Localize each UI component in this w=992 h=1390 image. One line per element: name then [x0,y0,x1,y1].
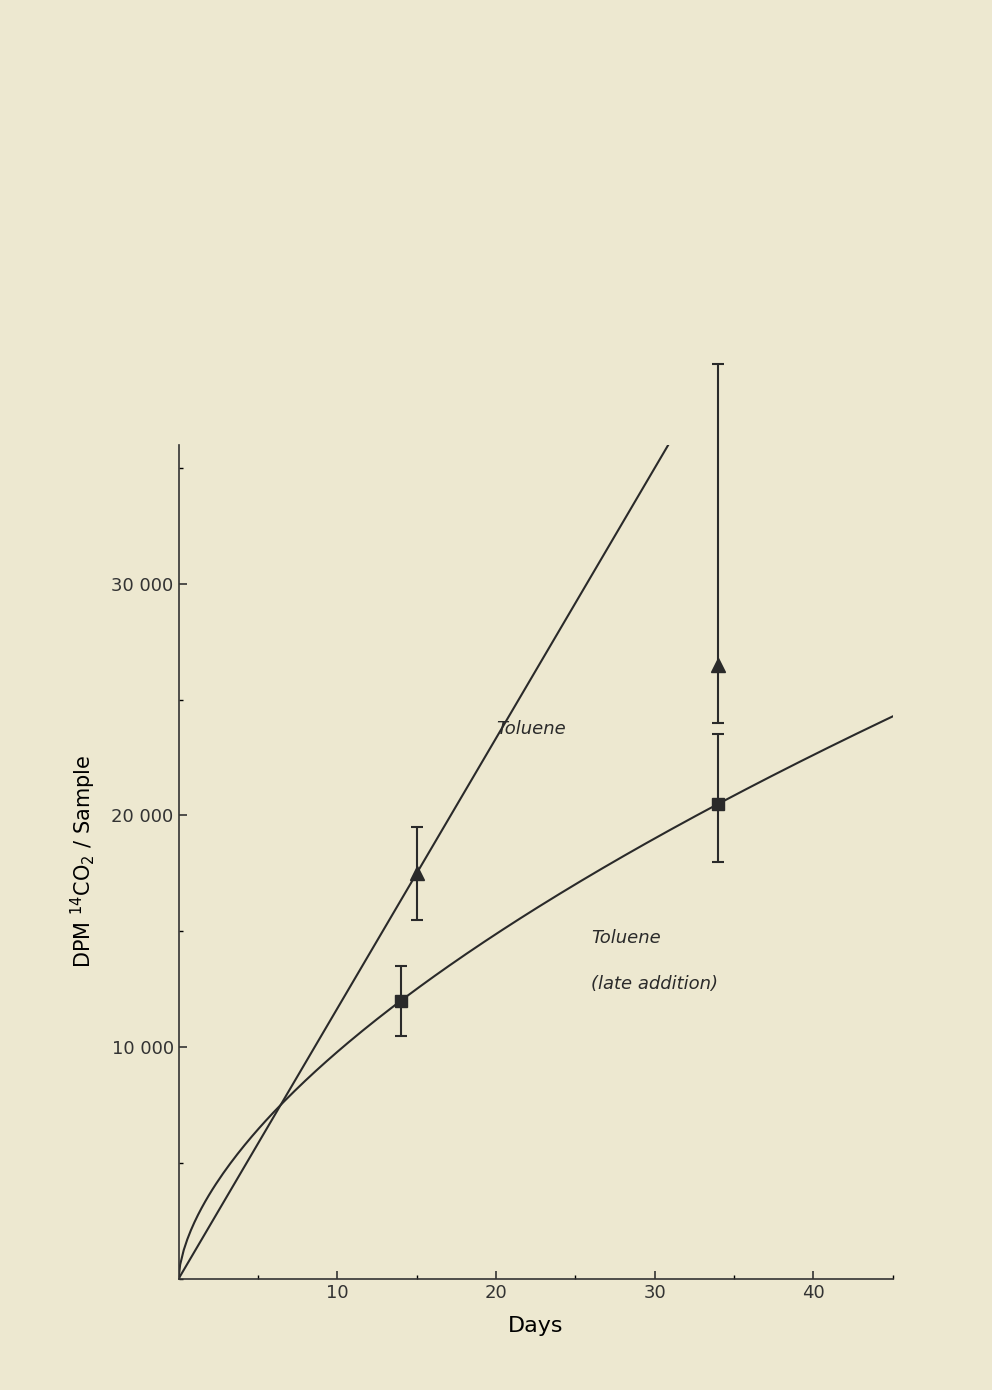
Text: Toluene: Toluene [496,720,565,738]
Text: Toluene: Toluene [591,929,661,947]
X-axis label: Days: Days [508,1315,563,1336]
Text: (late addition): (late addition) [591,976,718,994]
Y-axis label: DPM $^{14}$CO$_2$ / Sample: DPM $^{14}$CO$_2$ / Sample [68,755,97,969]
